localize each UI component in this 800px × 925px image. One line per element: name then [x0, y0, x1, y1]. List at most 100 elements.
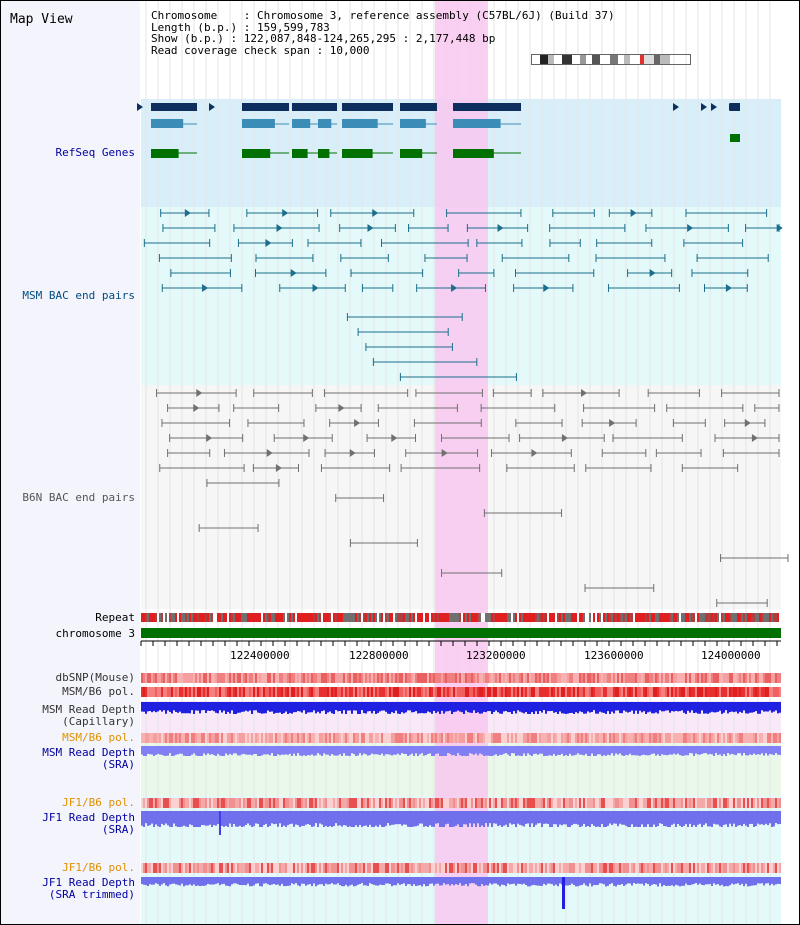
jf1-depth-bar [215, 811, 217, 826]
track-label-chromosome[interactable]: chromosome 3 [55, 627, 135, 640]
jf1-pol-cell [585, 863, 587, 873]
dbsnp-cell [409, 673, 411, 683]
msm-b6-pol-cell [333, 687, 335, 697]
jf1-depth-bar [167, 811, 169, 826]
dbsnp-cell [505, 673, 507, 683]
msm-b6-pol-cell [485, 733, 487, 743]
msm-b6-pol-cell [221, 687, 223, 697]
jf1-pol-cell [407, 863, 409, 873]
dbsnp-cell [525, 673, 527, 683]
msm-b6-pol-cell [739, 733, 741, 743]
msm-b6-pol-cell [435, 687, 437, 697]
dbsnp-cell [615, 673, 617, 683]
msm-depth-capillary-bar [765, 702, 767, 712]
msm-b6-pol-cell [471, 733, 473, 743]
msm-depth-capillary-bar [179, 702, 181, 712]
msm-depth-sra-bar [505, 746, 507, 754]
jf1-depth-bar [661, 811, 663, 824]
track-label-jf1-pol-2[interactable]: JF1/B6 pol. [62, 861, 135, 874]
jf1-pol-cell [577, 798, 579, 808]
repeat-segment [555, 613, 557, 622]
track-label-jf1-pol[interactable]: JF1/B6 pol. [62, 796, 135, 809]
jf1-pol-cell [147, 863, 149, 873]
jf1-depth-trimmed-bar [613, 877, 615, 886]
track-label-refseq[interactable]: RefSeq Genes [55, 146, 135, 159]
jf1-pol-cell [775, 798, 777, 808]
msm-depth-capillary-bar [433, 702, 435, 711]
msm-depth-capillary-bar [685, 702, 687, 714]
track-label-msm-depth-sra[interactable]: MSM Read Depth (SRA) [42, 747, 135, 771]
jf1-depth-trimmed-bar [401, 877, 403, 885]
jf1-pol-cell [407, 798, 409, 808]
jf1-pol-cell [311, 863, 313, 873]
jf1-pol-cell [299, 863, 301, 873]
jf1-depth-bar [669, 811, 671, 827]
msm-depth-sra-bar [331, 746, 333, 755]
track-label-msm-depth-capillary[interactable]: MSM Read Depth (Capillary) [42, 704, 135, 728]
repeat-segment [699, 613, 701, 622]
jf1-pol-cell [717, 798, 719, 808]
msm-b6-pol-cell [145, 687, 147, 697]
msm-depth-capillary-bar [351, 702, 353, 714]
msm-depth-sra-bar [217, 746, 219, 754]
track-label-msm-b6-pol-2[interactable]: MSM/B6 pol. [62, 731, 135, 744]
jf1-pol-cell [493, 863, 495, 873]
track-label-b6n-bac[interactable]: B6N BAC end pairs [22, 491, 135, 504]
repeat-segment [393, 613, 395, 622]
msm-depth-capillary-bar [287, 702, 289, 714]
dbsnp-cell [151, 673, 153, 683]
msm-b6-pol-cell [607, 733, 609, 743]
jf1-pol-cell [471, 863, 473, 873]
msm-b6-pol-cell [303, 733, 305, 743]
repeat-segment [433, 613, 435, 622]
jf1-depth-trimmed-bar [413, 877, 415, 885]
track-label-repeat[interactable]: Repeat [95, 611, 135, 624]
jf1-depth-trimmed-bar [149, 877, 151, 885]
repeat-segment [249, 613, 251, 622]
repeat-segment [167, 613, 169, 622]
msm-depth-sra-bar [245, 746, 247, 755]
jf1-depth-bar [481, 811, 483, 826]
jf1-depth-bar [771, 811, 773, 827]
chromosome-ideogram[interactable] [531, 54, 691, 65]
msm-b6-pol-cell [717, 733, 719, 743]
repeat-segment [707, 613, 709, 622]
jf1-depth-trimmed-bar [345, 877, 347, 885]
jf1-depth-bar [681, 811, 683, 827]
jf1-depth-bar [581, 811, 583, 827]
msm-b6-pol-cell [707, 733, 709, 743]
msm-depth-sra-bar [247, 746, 249, 755]
jf1-depth-bar [511, 811, 513, 825]
msm-b6-pol-cell [569, 733, 571, 743]
jf1-pol-cell [307, 863, 309, 873]
msm-b6-pol-cell [497, 733, 499, 743]
msm-b6-pol-cell [473, 733, 475, 743]
jf1-pol-cell [445, 863, 447, 873]
msm-b6-pol-cell [155, 687, 157, 697]
track-label-msm-b6-pol[interactable]: MSM/B6 pol. [62, 685, 135, 698]
repeat-segment [529, 613, 531, 622]
jf1-depth-bar [389, 811, 391, 826]
track-label-jf1-depth[interactable]: JF1 Read Depth (SRA) [42, 812, 135, 836]
jf1-pol-cell [201, 798, 203, 808]
msm-depth-capillary-bar [421, 702, 423, 713]
jf1-pol-cell [429, 798, 431, 808]
msm-b6-pol-cell [409, 687, 411, 697]
jf1-pol-cell [389, 863, 391, 873]
jf1-depth-trimmed-bar [777, 877, 779, 884]
track-label-jf1-depth-line2: (SRA) [101, 823, 135, 836]
msm-depth-capillary-bar [339, 702, 341, 712]
repeat-segment [389, 613, 391, 622]
track-label-msm-bac[interactable]: MSM BAC end pairs [22, 289, 135, 302]
jf1-depth-bar [631, 811, 633, 825]
track-label-dbsnp[interactable]: dbSNP(Mouse) [55, 671, 135, 684]
msm-b6-pol-cell [441, 687, 443, 697]
jf1-depth-trimmed-bar [389, 877, 391, 885]
msm-depth-capillary-bar [171, 702, 173, 714]
repeat-segment [325, 613, 327, 622]
dbsnp-cell [517, 673, 519, 683]
gene-exon [151, 119, 184, 128]
repeat-segment [373, 613, 375, 622]
track-label-jf1-depth-trimmed[interactable]: JF1 Read Depth (SRA trimmed) [42, 877, 135, 901]
